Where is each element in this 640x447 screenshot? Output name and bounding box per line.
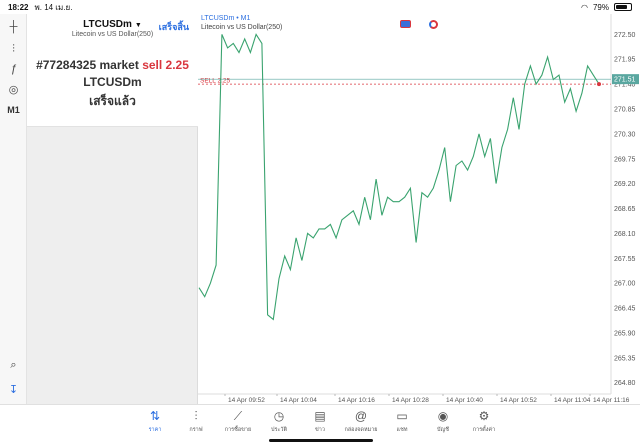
status-date: พ. 14 เม.ย. — [34, 2, 73, 12]
y-tick-label: 265.90 — [614, 330, 636, 337]
trade-chart-icon: ⟋ — [233, 409, 243, 423]
sell-line-label: SELL 2.25 — [200, 78, 231, 85]
tab-label: แชท — [396, 427, 408, 433]
tab-label: การตั้งค่า — [472, 427, 496, 433]
y-tick-label: 271.95 — [614, 57, 636, 64]
y-tick-label: 264.80 — [614, 380, 636, 387]
bottom-tab-bar: ⇅ ราคา ⫶ กราฟ ⟋ การซื้อขาย ◷ ประวัติ ▤ ข่าว @ กล่อง… — [0, 404, 640, 447]
crosshair-icon[interactable]: ┼ — [9, 21, 18, 33]
settings-icon: ⚙ — [478, 409, 490, 423]
tab-history[interactable]: ◷ ประวัติ — [259, 409, 299, 434]
tab-news[interactable]: ▤ ข่าว — [300, 409, 340, 434]
tab-settings[interactable]: ⚙ การตั้งค่า — [464, 409, 504, 434]
done-button[interactable]: เสร็จสิ้น — [158, 22, 189, 32]
current-price-label: 271.51 — [614, 77, 636, 84]
left-toolbar: ┼ ⫶ ƒ ◎ M1 ⌕ ↧ — [0, 14, 27, 404]
tab-label: กล่องจดหมาย — [344, 427, 378, 433]
price-line — [198, 33, 600, 321]
current-price-tag — [612, 74, 639, 85]
candles-icon[interactable]: ⫶ — [12, 42, 15, 55]
symbol-name: LTCUSDm — [83, 19, 132, 30]
indicator-f-icon[interactable]: ƒ — [10, 63, 17, 75]
timer-icon[interactable] — [429, 20, 438, 29]
home-indicator[interactable] — [269, 439, 373, 442]
status-right: ◠ 79% — [581, 3, 632, 12]
y-tick-label: 265.35 — [614, 355, 636, 362]
x-tick-label: 14 Apr 11:04 — [554, 397, 591, 404]
symbol-description: Litecoin vs US Dollar(250) — [71, 31, 154, 38]
y-tick-label: 266.45 — [614, 306, 636, 313]
status-bar: 18:22 พ. 14 เม.ย. ◠ 79% — [0, 0, 640, 14]
wifi-icon: ◠ — [581, 2, 588, 12]
chart-trade-icons — [400, 20, 438, 29]
y-tick-label: 270.85 — [614, 107, 636, 114]
tab-chart[interactable]: ⫶ กราฟ — [176, 409, 216, 434]
chat-icon: ▭ — [396, 409, 408, 423]
y-tick-label: 267.55 — [614, 256, 636, 263]
tab-label: ประวัติ — [270, 427, 288, 433]
chart-plot: 272.50 271.95 271.40 270.85 270.30 269.75 269.… — [198, 14, 639, 404]
y-tick-label: 271.40 — [614, 82, 636, 89]
tab-chat[interactable]: ▭ แชท — [382, 409, 422, 434]
search-chart-icon[interactable]: ⌕ — [10, 358, 17, 371]
order-message-sell: sell 2.25 — [142, 58, 189, 72]
tab-label: การซื้อขาย — [224, 427, 252, 433]
x-tick-label: 14 Apr 11:16 — [593, 397, 630, 404]
order-result: LTCUSDm ▼ Litecoin vs US Dollar(250) เสร็… — [27, 14, 198, 127]
y-tick-label: 268.65 — [614, 206, 636, 213]
tab-quotes[interactable]: ⇅ ราคา — [135, 409, 175, 434]
tab-trade-chart[interactable]: ⟋ การซื้อขาย — [218, 409, 258, 434]
mailbox-icon: @ — [354, 409, 368, 423]
account-icon: ◉ — [437, 409, 449, 423]
battery-icon — [614, 3, 632, 11]
tab-label: บัญชี — [437, 427, 449, 433]
price-chart[interactable]: 272.50 271.95 271.40 270.85 270.30 269.75 269.… — [198, 14, 640, 404]
timeframe-label[interactable]: M1 — [7, 105, 20, 115]
x-tick-label: 14 Apr 10:16 — [338, 397, 375, 404]
history-icon: ◷ — [273, 409, 285, 423]
objects-icon[interactable]: ◎ — [8, 83, 19, 96]
news-icon: ▤ — [314, 409, 326, 423]
order-message-status: เสร็จแล้ว — [89, 94, 136, 108]
chart-icon: ⫶ — [194, 409, 198, 423]
y-tick-label: 272.50 — [614, 32, 636, 39]
battery-text: 79% — [592, 2, 609, 12]
tab-label: กราฟ — [189, 427, 203, 433]
tab-label: ข่าว — [315, 427, 325, 433]
tab-mailbox[interactable]: @ กล่องจดหมาย — [341, 409, 381, 434]
x-tick-label: 14 Apr 10:04 — [280, 397, 317, 404]
y-tick-label: 270.30 — [614, 131, 636, 138]
trade-icon[interactable]: ↧ — [8, 383, 19, 396]
y-tick-label: 267.00 — [614, 281, 636, 288]
order-message: #77284325 market sell 2.25 — [27, 58, 198, 72]
order-message-symbol: LTCUSDm — [83, 75, 142, 89]
order-panel: LTCUSDm ▼ Litecoin vs US Dollar(250) เสร็… — [27, 14, 198, 404]
x-tick-label: 14 Apr 09:52 — [228, 397, 265, 404]
y-tick-label: 269.20 — [614, 181, 636, 188]
x-tick-label: 14 Apr 10:40 — [446, 397, 483, 404]
chevron-down-icon: ▼ — [134, 22, 142, 29]
order-message-prefix: #77284325 market — [36, 58, 139, 72]
y-tick-label: 268.10 — [614, 231, 636, 238]
quotes-icon: ⇅ — [149, 409, 161, 423]
y-tick-label: 269.75 — [614, 156, 636, 163]
status-time: 18:22 — [8, 2, 29, 12]
one-click-trade-icon[interactable] — [400, 20, 411, 28]
tab-label: ราคา — [148, 427, 162, 433]
x-tick-label: 14 Apr 10:28 — [392, 397, 429, 404]
chart-description: Litecoin vs US Dollar(250) — [201, 24, 283, 31]
chart-title: LTCUSDm • M1 — [201, 15, 251, 22]
symbol-selector[interactable]: LTCUSDm ▼ — [27, 19, 198, 30]
x-tick-label: 14 Apr 10:52 — [500, 397, 537, 404]
tab-account[interactable]: ◉ บัญชี — [423, 409, 463, 434]
last-price-dot — [597, 82, 601, 87]
